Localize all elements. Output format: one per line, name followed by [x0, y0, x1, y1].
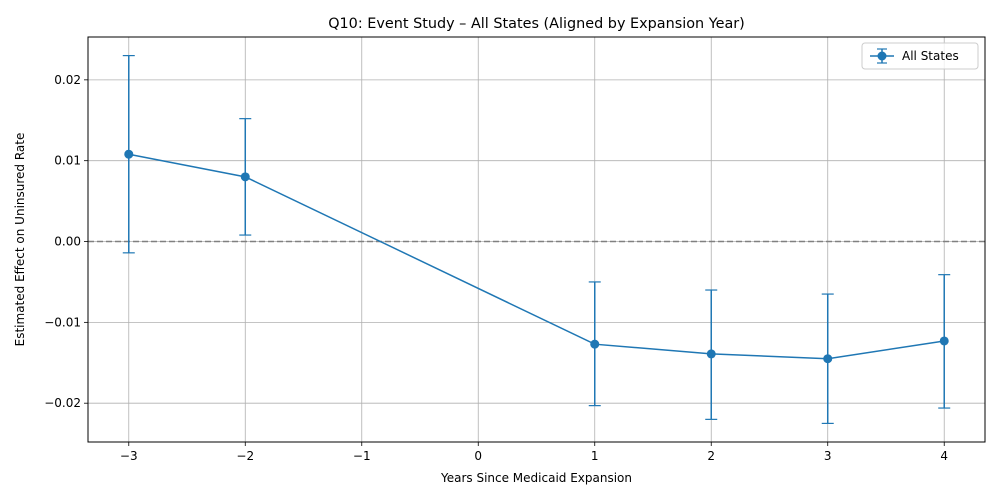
x-tick-label: 4 [940, 449, 948, 463]
legend-dot [877, 51, 887, 61]
series-line [128, 153, 945, 360]
plot-frame [87, 36, 986, 443]
x-tick-label: 3 [824, 449, 832, 463]
legend-box [861, 42, 979, 70]
x-tick-label: −3 [120, 449, 138, 463]
data-point [939, 336, 949, 346]
x-tick-label: −1 [353, 449, 371, 463]
axis-ticks: −3 −2 −1 0 1 2 3 4 −0.02 −0.01 0.00 0.01 0.02 [44, 73, 948, 463]
y-tick-label: −0.02 [44, 396, 81, 410]
data-point [590, 339, 600, 349]
legend: All States [861, 42, 979, 70]
y-tick-label: 0.02 [54, 73, 81, 87]
data-point [240, 172, 250, 182]
chart-title: Q10: Event Study – All States (Aligned b… [328, 16, 745, 32]
data-point [706, 349, 716, 359]
legend-marker-all-states [870, 48, 894, 64]
series-all-states [122, 54, 951, 425]
x-tick-label: 1 [591, 449, 599, 463]
x-axis-label: Years Since Medicaid Expansion [440, 471, 632, 485]
legend-label-all-states: All States [902, 49, 959, 63]
x-tick-label: 2 [707, 449, 715, 463]
y-tick-label: 0.00 [54, 235, 81, 249]
data-point [124, 149, 134, 159]
y-tick-label: −0.01 [44, 315, 81, 329]
x-tick-label: −2 [236, 449, 254, 463]
y-tick-label: 0.01 [54, 154, 81, 168]
x-tick-label: 0 [474, 449, 482, 463]
data-point [823, 354, 833, 364]
y-axis-label: Estimated Effect on Uninsured Rate [13, 133, 27, 347]
